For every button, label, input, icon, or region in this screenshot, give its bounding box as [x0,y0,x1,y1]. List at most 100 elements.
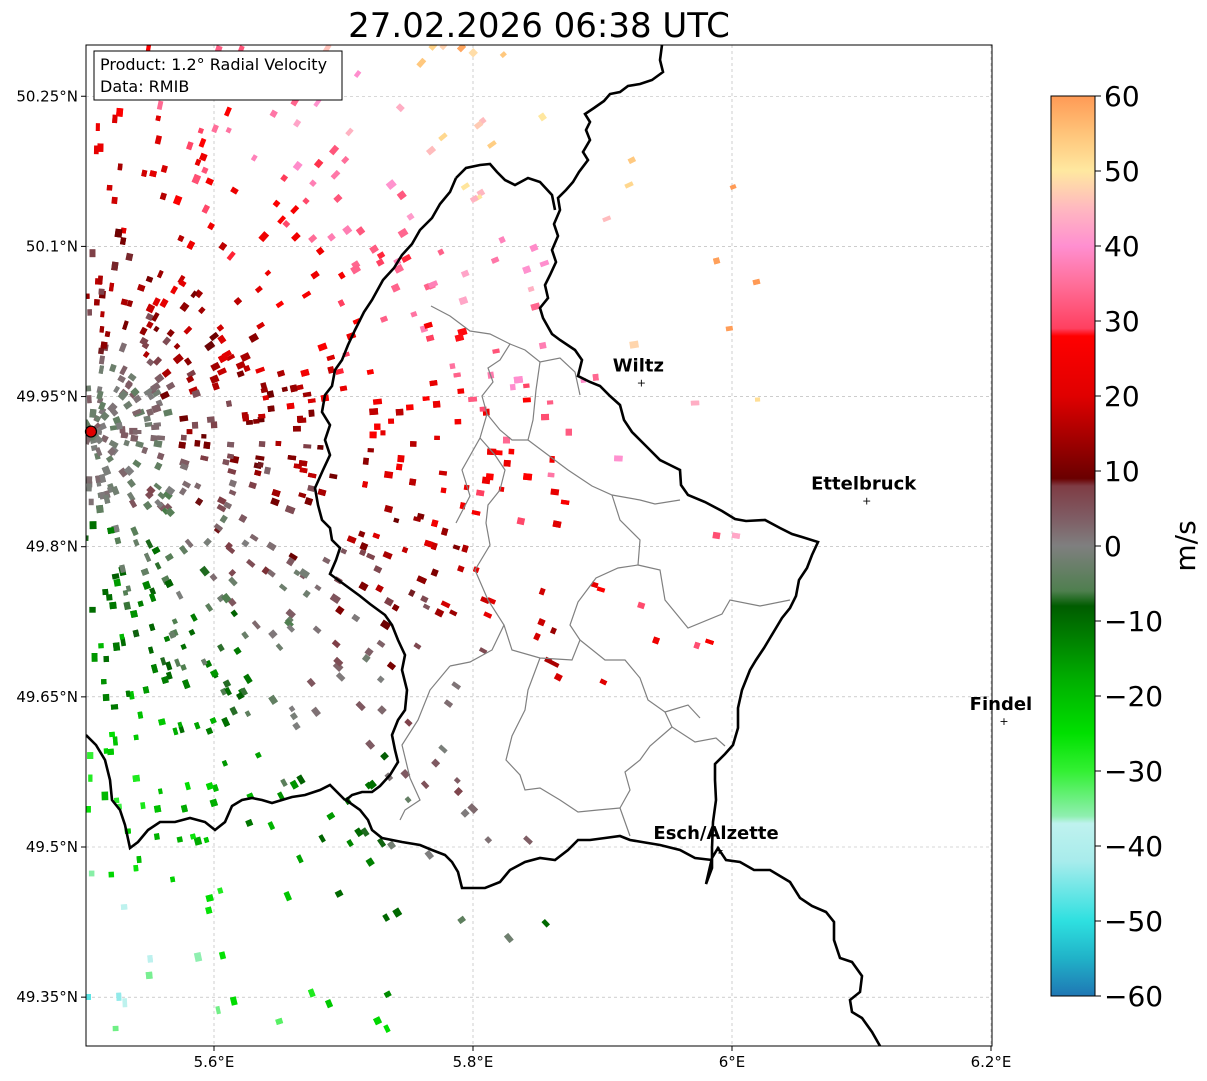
radar-pixel [107,748,115,756]
radar-pixel [180,434,187,441]
radar-pixel [629,340,639,349]
radar-pixel [228,568,237,577]
radar-pixel [224,106,232,117]
radar-pixel [254,469,262,477]
radar-pixel [282,220,291,228]
radar-pixel [438,132,448,142]
radar-pixel [203,537,212,547]
radar-pixel [704,638,715,646]
radar-pixel [86,385,92,392]
radar-pixel [443,699,453,708]
radar-pixel [223,501,232,510]
canton-border [664,704,701,719]
radar-pixel [547,472,555,478]
radar-pixel [87,309,92,316]
radar-pixel [280,778,288,787]
radar-pixel [425,334,435,342]
radar-pixel [132,774,141,783]
radar-pixel [191,389,201,399]
radar-pixel [213,523,224,532]
radar-pixel [242,414,250,422]
city-marker: + [714,844,723,857]
canton-border [486,413,528,441]
radar-pixel [105,455,114,463]
colorbar: 60 50 40 30 20 10 0 −10 −20 −30 −40 −50 −60 m/s [1050,80,1202,1013]
radar-pixel [327,366,335,374]
radar-pixel [254,285,263,294]
radar-pixel [522,265,532,274]
radar-pixel [186,141,194,151]
radar-pixel [198,137,207,148]
radar-pixel [311,706,321,717]
radar-velocity-field [86,45,761,1033]
radar-pixel [401,546,409,554]
radar-pixel [236,370,245,378]
radar-pixel [86,483,92,492]
colorbar-tick-label: −20 [1104,680,1163,713]
radar-pixel [253,418,260,424]
radar-pixel [162,490,173,501]
radar-pixel [523,835,533,845]
radar-pixel [98,643,104,649]
colorbar-label: m/s [1169,520,1202,571]
info-box-frame [93,50,343,101]
radar-pixel [275,1017,284,1025]
canton-border [579,639,726,747]
radar-pixel [209,331,219,342]
radar-pixel [314,158,324,169]
radar-pixel [191,421,199,429]
radar-pixel [331,639,341,649]
radar-pixel [541,918,551,928]
radar-pixel [508,448,515,455]
lat-tick-label: 50.1°N [26,237,78,255]
radar-pixel [132,408,142,416]
radar-pixel [124,381,133,390]
radar-pixel [365,739,375,750]
radar-pixel [163,635,171,643]
radar-pixel [169,876,176,883]
radar-pixel [422,603,431,611]
radar-pixel [393,263,404,274]
radar-pixel [469,194,479,204]
radar-pixel [112,736,118,746]
radar-pixel [178,441,186,449]
radar-pixel [460,808,470,818]
radar-pixel [335,605,345,615]
radar-pixel [199,565,210,577]
canton-border [527,361,681,505]
info-box: Product: 1.2° Radial Velocity Data: RMIB [93,50,343,101]
lat-tick-label: 49.5°N [26,838,78,856]
country-border [86,734,346,851]
radar-pixel [327,233,336,242]
radar-pixel [372,532,381,540]
radar-pixel [317,342,328,352]
radar-pixel [375,584,384,593]
radar-pixel [98,355,106,365]
radar-pixel [254,751,262,759]
radar-pixel [180,804,188,813]
radar-pixel [225,353,236,362]
radar-pixel [188,628,196,636]
radar-pixel [146,408,154,417]
radar-pixel [367,447,375,453]
radar-pixel [152,297,161,307]
radar-pixel [431,758,441,768]
radar-pixel [266,541,277,552]
radar-pixel [150,382,161,393]
radar-pixel [296,854,304,864]
radar-pixel [390,283,401,293]
radar-pixel [549,627,557,635]
radar-pixel [154,373,165,384]
radar-pixel [116,107,124,117]
radar-pixel [468,48,478,58]
radar-pixel [128,690,135,700]
radar-pixel [194,439,201,447]
radar-pixel [454,418,462,425]
radar-pixel [255,366,266,374]
radar-pixel [712,257,721,265]
radar-pixel [302,197,310,205]
radar-pixel [161,676,169,685]
radar-site-dot [84,425,98,438]
radar-pixel [310,270,320,280]
radar-pixel [94,435,104,444]
